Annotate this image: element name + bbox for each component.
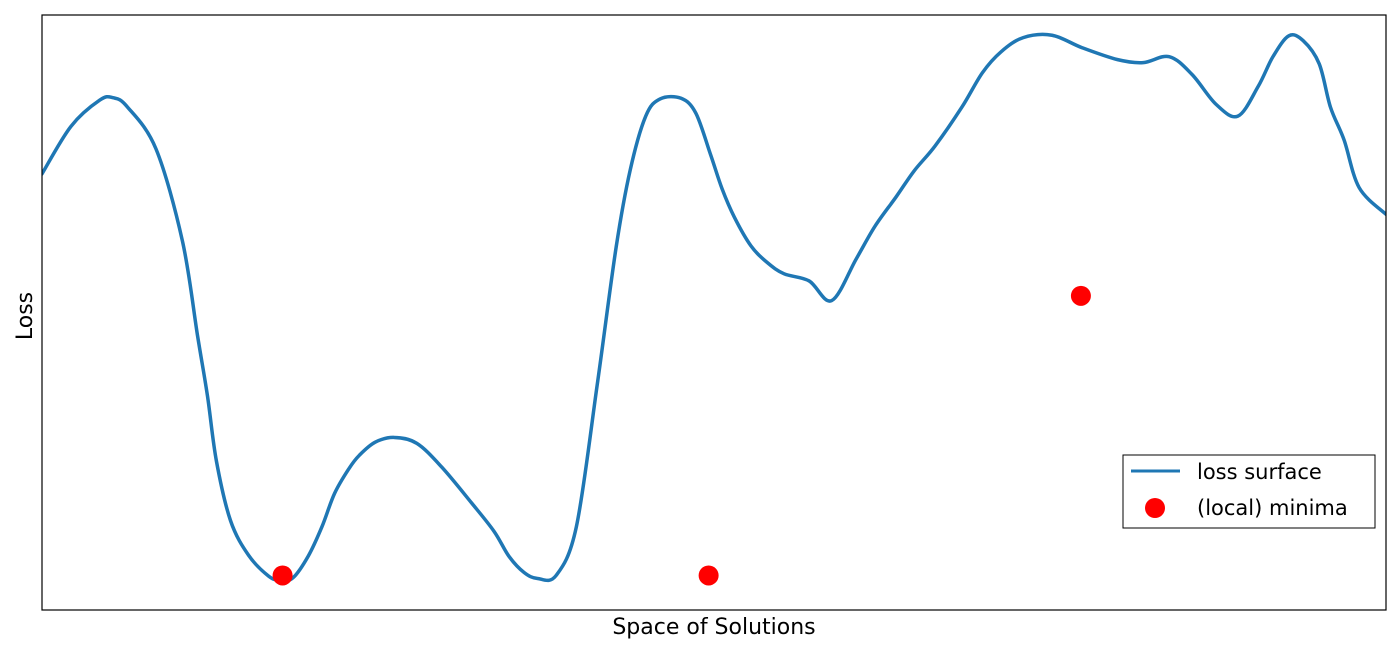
series-line-loss-surface	[42, 32, 1386, 583]
minimum-point-2	[698, 565, 719, 586]
minimum-point-1	[272, 565, 293, 586]
minimum-point-3	[1070, 285, 1091, 306]
legend-marker-swatch	[1145, 498, 1165, 518]
legend-label-loss-surface: loss surface	[1197, 460, 1322, 484]
plot-frame	[41, 14, 1387, 611]
y-axis-label: Loss	[13, 292, 38, 340]
legend: loss surface (local) minima	[1122, 454, 1376, 529]
plot-layer	[42, 32, 1386, 586]
legend-box	[1122, 454, 1376, 529]
x-axis-label: Space of Solutions	[612, 615, 815, 640]
legend-label-local-minima: (local) minima	[1197, 496, 1348, 520]
